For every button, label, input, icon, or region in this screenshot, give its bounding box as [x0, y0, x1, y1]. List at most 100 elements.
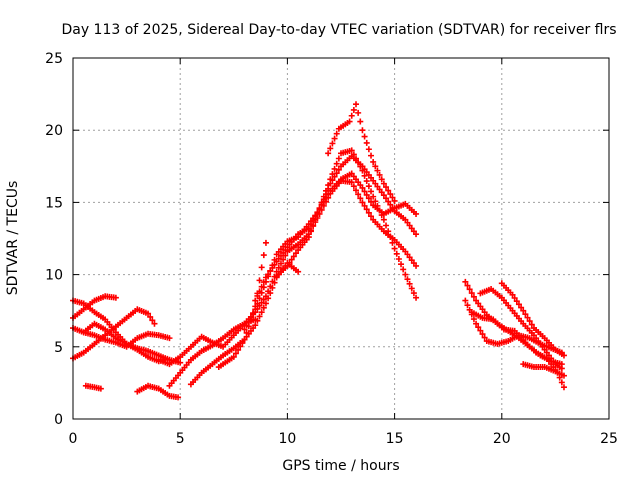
- data-point: [359, 199, 366, 206]
- data-point: [361, 188, 368, 195]
- data-point: [363, 206, 370, 213]
- data-point: [348, 147, 355, 154]
- series-arc-k: [155, 177, 420, 368]
- data-point: [383, 184, 390, 191]
- data-point: [235, 346, 242, 353]
- data-point: [400, 266, 407, 273]
- data-point: [359, 127, 366, 134]
- data-point: [269, 278, 276, 285]
- data-point: [528, 321, 535, 328]
- data-point: [398, 261, 405, 268]
- y-tick-label: 0: [54, 412, 63, 428]
- data-point: [357, 118, 364, 125]
- y-tick-label: 10: [45, 268, 63, 284]
- data-point: [275, 264, 282, 271]
- data-point: [380, 192, 387, 199]
- data-point: [269, 264, 276, 271]
- data-point: [406, 280, 413, 287]
- series-arc-u: [520, 361, 567, 379]
- data-point: [333, 130, 340, 137]
- data-point: [376, 207, 383, 214]
- data-point: [477, 327, 484, 334]
- data-point: [237, 343, 244, 350]
- data-point: [250, 310, 257, 317]
- data-point: [365, 209, 372, 216]
- data-point: [522, 311, 529, 318]
- data-point: [320, 193, 327, 200]
- data-point: [310, 222, 317, 229]
- data-point: [361, 202, 368, 209]
- data-point: [145, 310, 152, 317]
- data-point: [515, 301, 522, 308]
- data-point: [385, 228, 392, 235]
- data-point: [262, 293, 269, 300]
- data-point: [348, 179, 355, 186]
- data-point: [241, 326, 248, 333]
- data-point: [262, 274, 269, 281]
- data-point: [256, 313, 263, 320]
- data-point: [365, 183, 372, 190]
- data-point: [383, 222, 390, 229]
- data-point: [509, 291, 516, 298]
- data-point: [258, 309, 265, 316]
- data-point: [335, 166, 342, 173]
- data-point: [408, 285, 415, 292]
- data-point: [314, 210, 321, 217]
- data-point: [177, 359, 184, 366]
- data-point: [402, 271, 409, 278]
- data-point: [385, 198, 392, 205]
- data-point: [357, 163, 364, 170]
- data-point: [363, 139, 370, 146]
- data-point: [558, 379, 565, 386]
- data-point: [97, 385, 104, 392]
- data-point: [329, 140, 336, 147]
- series-arc-t: [498, 280, 567, 359]
- data-point: [413, 231, 420, 238]
- data-point: [353, 101, 360, 108]
- data-point: [404, 276, 411, 283]
- data-point: [325, 150, 332, 157]
- data-point: [260, 279, 267, 286]
- data-point: [327, 145, 334, 152]
- series-arc-r: [468, 309, 567, 391]
- data-point: [295, 268, 302, 275]
- data-point: [288, 256, 295, 263]
- data-point: [353, 155, 360, 162]
- data-point: [286, 259, 293, 266]
- data-point: [462, 297, 469, 304]
- data-point: [254, 300, 261, 307]
- axis-ticks: 0 5 10 15 20 25 0 5 10 15 20 25: [45, 51, 618, 447]
- data-point: [280, 256, 287, 263]
- data-point: [292, 250, 299, 257]
- data-point: [363, 178, 370, 185]
- data-point: [329, 171, 336, 178]
- data-point: [260, 296, 267, 303]
- data-point: [333, 160, 340, 167]
- data-point: [374, 167, 381, 174]
- data-point: [365, 146, 372, 153]
- data-point: [387, 234, 394, 241]
- data-point: [265, 271, 272, 278]
- data-point: [560, 352, 567, 359]
- data-point: [387, 191, 394, 198]
- y-axis-label: SDTVAR / TECUs: [5, 181, 21, 296]
- data-point: [370, 158, 377, 165]
- data-point: [378, 176, 385, 183]
- data-point: [254, 292, 261, 299]
- data-point: [230, 353, 237, 360]
- data-point: [325, 182, 332, 189]
- data-point: [312, 216, 319, 223]
- data-point: [331, 165, 338, 172]
- data-point: [254, 317, 261, 324]
- x-tick-label: 5: [176, 431, 185, 447]
- data-point: [267, 268, 274, 275]
- data-point: [372, 198, 379, 205]
- data-point: [389, 239, 396, 246]
- data-point: [346, 118, 353, 125]
- data-point: [112, 294, 119, 301]
- data-point: [368, 152, 375, 159]
- series-arc-s: [477, 286, 565, 372]
- data-point: [370, 193, 377, 200]
- x-tick-label: 0: [69, 431, 78, 447]
- data-point: [331, 135, 338, 142]
